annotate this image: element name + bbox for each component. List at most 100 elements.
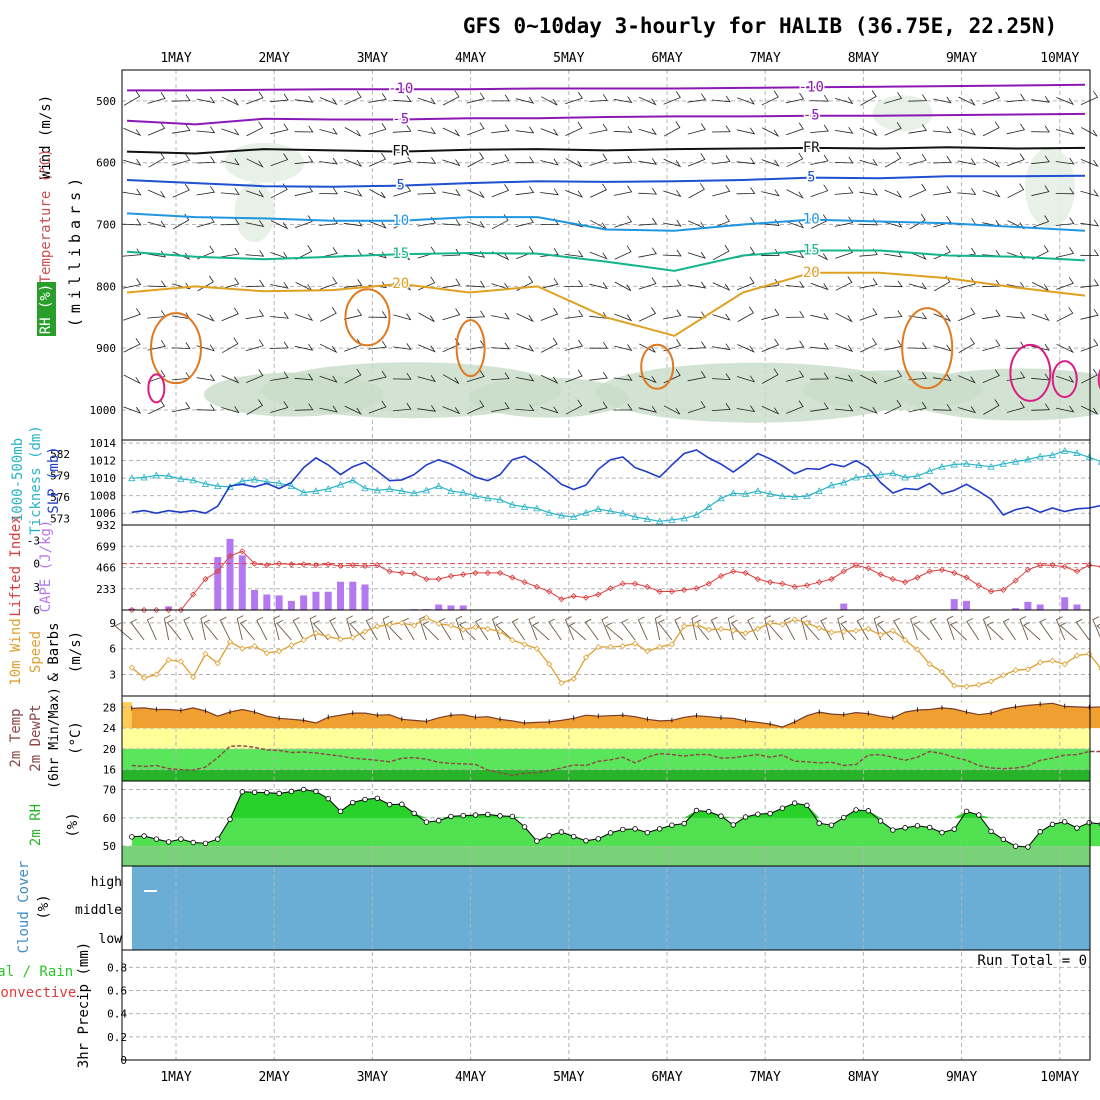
upper-wind-barb — [638, 375, 657, 384]
wind-speed-marker — [730, 627, 737, 634]
rh-marker — [1049, 821, 1056, 828]
upper-wind-barb — [540, 128, 559, 136]
wind-barb — [747, 616, 759, 641]
wind-barb — [511, 618, 525, 641]
dewpoint-line — [131, 745, 1100, 777]
upper-wind-barb — [982, 369, 1000, 383]
rh-marker — [681, 820, 687, 827]
wind-speed-marker — [128, 664, 135, 671]
upper-wind-barb — [294, 343, 314, 351]
upper-wind-barb — [344, 127, 361, 137]
upper-wind-barb — [467, 152, 485, 168]
rh-marker — [190, 839, 196, 846]
wind-barb — [694, 619, 710, 641]
rh-shading — [234, 182, 275, 243]
thickness-marker — [496, 495, 504, 503]
upper-wind-barb — [197, 313, 215, 322]
upper-wind-barb — [614, 281, 632, 291]
slp-tick: 1012 — [90, 455, 117, 468]
pressure-tick: 900 — [96, 342, 116, 355]
upper-wind-barb — [982, 309, 1001, 320]
rh-marker — [460, 812, 466, 819]
thickness-marker — [582, 508, 590, 516]
li-marker — [533, 583, 540, 590]
wind-speed-marker — [987, 678, 995, 685]
upper-wind-barb — [442, 308, 461, 321]
warm-cell-contour — [640, 343, 675, 390]
wind-speed-marker — [361, 628, 369, 635]
upper-wind-barb — [638, 96, 657, 106]
upper-wind-barb — [933, 215, 952, 228]
upper-wind-barb — [638, 247, 657, 258]
thickness-marker — [336, 480, 345, 488]
wind-barb — [929, 617, 943, 641]
rh-marker — [129, 834, 135, 840]
li-marker — [276, 560, 283, 567]
date-label-bottom: 10MAY — [1040, 1070, 1079, 1085]
upper-wind-barb — [835, 246, 853, 259]
upper-wind-barb — [295, 215, 313, 228]
precip-tick: 0.6 — [107, 985, 127, 998]
wind-speed-marker — [828, 629, 835, 636]
rh-marker — [435, 817, 442, 824]
upper-wind-barb — [859, 188, 879, 196]
date-label-top: 2MAY — [259, 51, 290, 66]
upper-wind-barb — [368, 220, 387, 229]
wind-speed-marker — [619, 643, 626, 650]
thickness-marker — [140, 473, 148, 481]
date-label-bottom: 5MAY — [553, 1070, 584, 1085]
warm-cell-contour — [1051, 360, 1078, 399]
upper-wind-barb — [982, 91, 1001, 105]
upper-wind-barb — [393, 313, 412, 321]
upper-wind-barb — [294, 125, 314, 133]
upper-wind-barb — [834, 374, 854, 382]
rh-marker — [853, 807, 859, 813]
upper-wind-barb — [711, 125, 731, 133]
upper-wind-barb — [491, 124, 510, 134]
wind-barb — [419, 615, 427, 641]
rh-marker — [202, 840, 209, 847]
upper-wind-barb — [344, 159, 363, 167]
upper-wind-barb — [737, 344, 755, 353]
li-marker — [496, 569, 504, 576]
upper-wind-barb — [172, 183, 190, 198]
upper-wind-barb — [343, 189, 363, 197]
upper-wind-barb — [319, 157, 338, 165]
wind-speed-marker — [558, 680, 565, 687]
upper-wind-barb — [908, 312, 928, 320]
wind-speed-marker — [177, 658, 184, 665]
thickness-marker — [471, 492, 480, 500]
upper-wind-barb — [245, 91, 264, 105]
upper-wind-barb — [908, 342, 928, 349]
precip-run-total: Run Total = 0 — [977, 953, 1087, 969]
li-line — [131, 550, 1100, 611]
upper-wind-barb — [908, 372, 928, 381]
rh-marker — [165, 839, 172, 845]
upper-wind-barb — [245, 249, 265, 257]
li-marker — [288, 561, 295, 568]
rh-marker — [816, 820, 822, 826]
rh-marker — [976, 812, 982, 818]
upper-wind-barb — [712, 244, 730, 261]
upper-wind-barb — [761, 189, 780, 197]
li-marker — [865, 565, 872, 572]
upper-wind-barb — [639, 343, 656, 353]
li-marker — [251, 560, 258, 567]
upper-wind-barb — [1006, 311, 1026, 319]
label-t2m-a: 2m Temp — [8, 708, 24, 767]
upper-wind-barb — [221, 277, 240, 290]
upper-wind-barb — [491, 342, 510, 350]
upper-wind-barb — [736, 127, 756, 135]
thickness-marker — [655, 517, 664, 525]
upper-wind-barb — [491, 94, 510, 102]
wind-barb — [840, 620, 857, 641]
upper-wind-barb — [614, 245, 632, 260]
thickness-tick: 576 — [50, 491, 70, 504]
wind-barb — [986, 621, 1004, 641]
isotherm-label: 10 — [803, 212, 820, 228]
precip-tick: 0 — [120, 1054, 127, 1067]
rh-base-band — [122, 846, 1090, 866]
rh-marker — [583, 838, 589, 844]
label-wind10-c: & Barbs — [46, 622, 62, 681]
upper-wind-barb — [589, 282, 608, 290]
